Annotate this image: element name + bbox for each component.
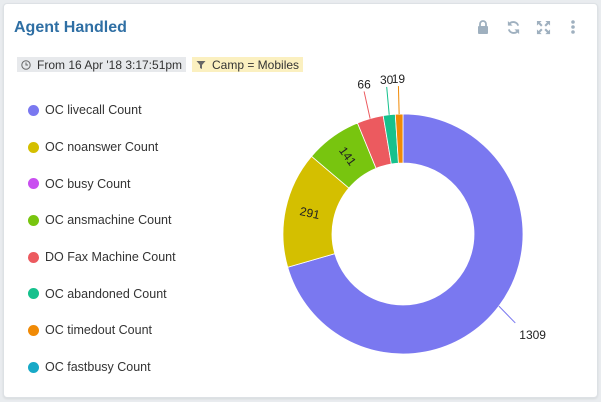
- legend-dot: [28, 104, 39, 116]
- legend-label: OC fastbusy Count: [45, 360, 151, 375]
- widget-toolbar: [475, 19, 581, 35]
- data-label: 291: [299, 204, 322, 222]
- legend-item[interactable]: OC timedout Count: [28, 312, 176, 349]
- legend-item[interactable]: OC fastbusy Count: [28, 349, 176, 386]
- legend-item[interactable]: DO Fax Machine Count: [28, 239, 176, 276]
- label-connector: [498, 305, 516, 324]
- data-label: 66: [357, 77, 371, 91]
- legend-dot: [28, 251, 39, 263]
- camp-filter-chip[interactable]: Camp = Mobiles: [192, 57, 304, 72]
- legend-item[interactable]: OC noanswer Count: [28, 129, 176, 166]
- label-connector: [363, 91, 371, 119]
- legend-item[interactable]: OC livecall Count: [28, 92, 176, 129]
- agent-handled-widget: Agent Handled From 16 Apr '18 3:17:51pm …: [3, 3, 598, 398]
- legend-dot: [28, 141, 39, 153]
- legend-item[interactable]: OC abandoned Count: [28, 275, 176, 312]
- legend-dot: [28, 178, 39, 190]
- camp-filter-text: Camp = Mobiles: [212, 57, 300, 72]
- slice-oc-livecall-count[interactable]: [287, 113, 524, 355]
- legend-label: OC busy Count: [45, 176, 131, 191]
- legend-dot: [28, 214, 39, 226]
- date-filter-chip[interactable]: From 16 Apr '18 3:17:51pm: [17, 57, 187, 72]
- legend-label: OC ansmachine Count: [45, 213, 172, 228]
- slice-oc-timedout-count[interactable]: [394, 113, 404, 164]
- legend-label: DO Fax Machine Count: [45, 250, 176, 265]
- widget-title: Agent Handled: [14, 19, 127, 36]
- clock-icon: [21, 59, 31, 70]
- legend-label: OC abandoned Count: [45, 286, 167, 301]
- label-connector: [397, 86, 400, 115]
- data-label: 19: [392, 72, 406, 86]
- legend-label: OC timedout Count: [45, 323, 152, 338]
- expand-icon[interactable]: [535, 19, 551, 35]
- more-vert-icon[interactable]: [565, 19, 581, 35]
- legend-dot: [28, 324, 39, 336]
- refresh-icon[interactable]: [505, 19, 521, 35]
- legend-label: OC noanswer Count: [45, 140, 159, 155]
- legend-dot: [28, 288, 39, 300]
- legend-dot: [28, 361, 39, 373]
- date-filter-text: From 16 Apr '18 3:17:51pm: [37, 57, 183, 72]
- legend-item[interactable]: OC busy Count: [28, 165, 176, 202]
- data-label: 1309: [519, 328, 546, 342]
- legend-label: OC livecall Count: [45, 103, 142, 118]
- filter-icon: [196, 60, 206, 69]
- label-connector: [386, 86, 390, 115]
- legend-item[interactable]: OC ansmachine Count: [28, 202, 176, 239]
- chart-legend: OC livecall Count OC noanswer Count OC b…: [28, 92, 176, 386]
- lock-icon[interactable]: [475, 19, 491, 35]
- data-label: 30: [380, 73, 394, 87]
